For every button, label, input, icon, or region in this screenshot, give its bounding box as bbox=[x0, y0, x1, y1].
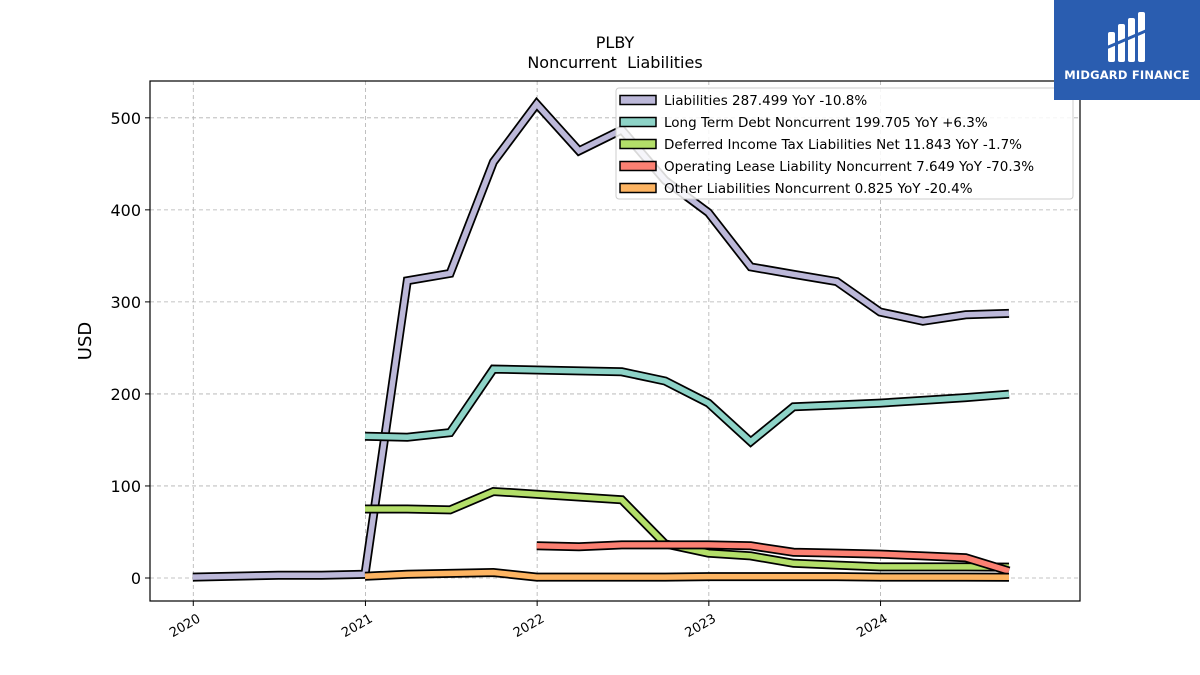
legend-swatch bbox=[619, 138, 657, 150]
chart-subtitle: Noncurrent Liabilities bbox=[527, 53, 702, 72]
legend-swatch bbox=[619, 182, 657, 194]
legend: Liabilities 287.499 YoY -10.8% Long Term … bbox=[615, 87, 1074, 200]
legend-swatch bbox=[619, 160, 657, 172]
legend-label: Liabilities 287.499 YoY -10.8% bbox=[664, 93, 867, 109]
y-tick-label: 100 bbox=[110, 477, 141, 496]
x-axis: 2020 2021 2022 2023 2024 bbox=[167, 601, 891, 641]
series-other bbox=[364, 567, 1010, 582]
series-long bbox=[364, 364, 1010, 448]
series-line-outline bbox=[364, 364, 1010, 448]
y-axis-label: USD bbox=[75, 322, 96, 360]
series-operating bbox=[536, 540, 1011, 576]
y-tick-label: 0 bbox=[131, 569, 141, 588]
legend-swatch bbox=[619, 116, 657, 128]
legend-label: Operating Lease Liability Noncurrent 7.6… bbox=[664, 159, 1034, 175]
y-tick-label: 200 bbox=[110, 385, 141, 404]
x-tick-label: 2022 bbox=[511, 611, 547, 641]
legend-label: Deferred Income Tax Liabilities Net 11.8… bbox=[664, 137, 1022, 153]
legend-label: Other Liabilities Noncurrent 0.825 YoY -… bbox=[664, 181, 973, 197]
x-tick-label: 2021 bbox=[339, 611, 375, 641]
series-line bbox=[364, 366, 1010, 446]
y-tick-label: 300 bbox=[110, 293, 141, 312]
legend-box bbox=[615, 87, 1074, 200]
series-line bbox=[364, 569, 1010, 581]
x-tick-label: 2020 bbox=[167, 611, 203, 641]
legend-swatch bbox=[619, 94, 657, 106]
logo-text: MIDGARD FINANCE bbox=[1064, 68, 1190, 82]
brand-logo: MIDGARD FINANCE bbox=[1054, 0, 1200, 100]
y-tick-label: 400 bbox=[110, 201, 141, 220]
x-tick-label: 2024 bbox=[854, 611, 890, 641]
y-tick-label: 500 bbox=[110, 109, 141, 128]
plot-frame bbox=[149, 80, 1081, 602]
legend-label: Long Term Debt Noncurrent 199.705 YoY +6… bbox=[664, 115, 988, 131]
series-lines bbox=[192, 96, 1011, 582]
chart-title: PLBY bbox=[596, 33, 635, 52]
y-axis: 0 100 200 300 400 500 bbox=[110, 109, 150, 588]
series-line bbox=[536, 542, 1010, 574]
x-tick-label: 2023 bbox=[683, 611, 719, 641]
logo-mark-icon bbox=[1105, 12, 1149, 62]
